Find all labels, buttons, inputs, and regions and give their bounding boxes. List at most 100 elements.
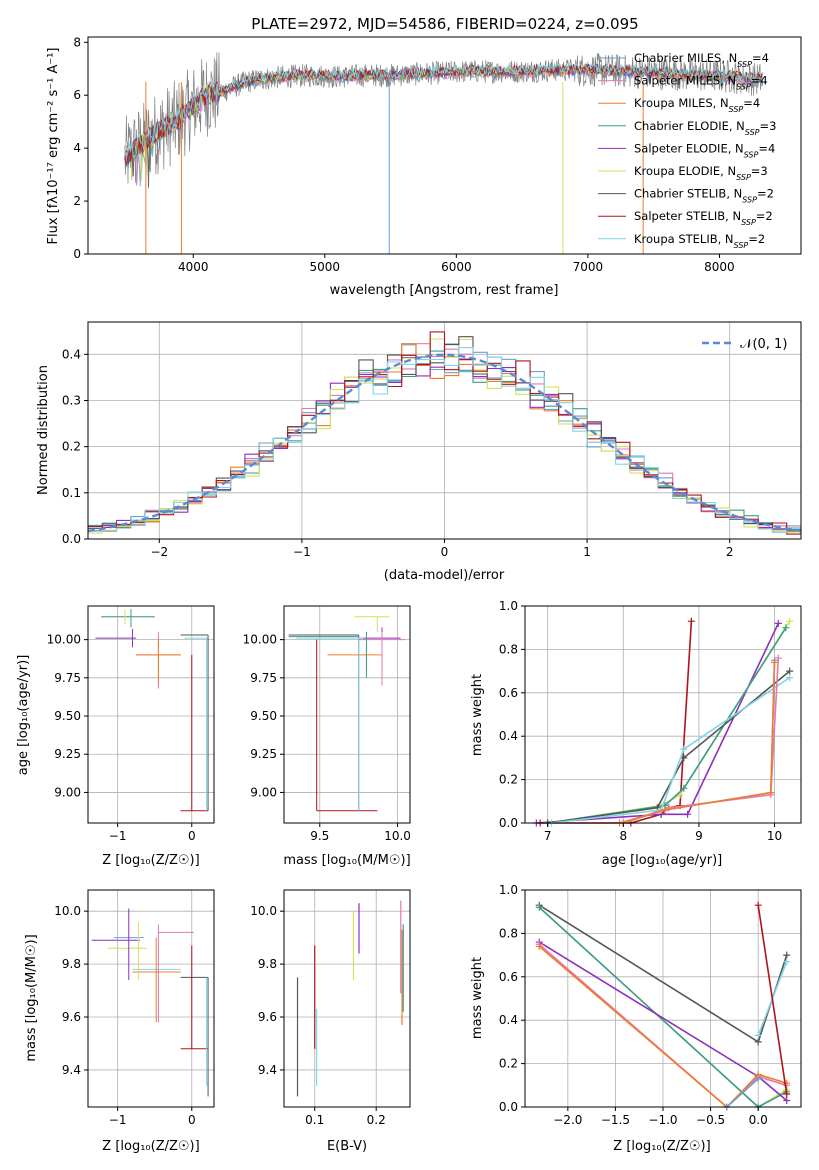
p5-ylabel: mass weight (470, 674, 485, 756)
ytick-label: 9.6 (258, 1010, 277, 1024)
model-spectrum-line (124, 62, 763, 158)
ytick-label: 9.8 (258, 957, 277, 971)
p7-xlabel: E(B-V) (327, 1139, 367, 1154)
histogram-xtick-label: 0 (441, 545, 449, 559)
spectrum-xtick-label: 4000 (178, 260, 209, 274)
xtick-label: 0 (188, 1113, 196, 1127)
histogram-step-line (88, 331, 801, 535)
spectrum-ytick-label: 8 (73, 35, 81, 49)
model-spectrum-line (124, 63, 763, 188)
p8-ylabel: mass weight (470, 957, 485, 1039)
p4-xlabel: mass [log₁₀(M/M☉)] (283, 853, 410, 868)
spectrum-xtick-label: 8000 (704, 260, 735, 274)
histogram-xtick-label: 1 (583, 545, 591, 559)
xtick-label: 8 (619, 829, 627, 843)
spectrum-panel: PLATE=2972, MJD=54586, FIBERID=0224, z=0… (46, 15, 802, 298)
xtick-label: −1 (109, 1113, 127, 1127)
ytick-label: 0.8 (499, 642, 518, 656)
p6-xlabel: Z [log₁₀(Z/Z☉)] (102, 1139, 199, 1154)
histogram-xtick-label: 2 (726, 545, 734, 559)
ytick-label: 9.75 (54, 671, 81, 685)
mass-weight-vs-age-panel: 7 8 9 10 0.0 0.2 0.4 0.6 0.8 1.0 (499, 599, 802, 843)
mass-weight-vs-metallicity-panel: −2.0 −1.5 −1.0 −0.5 0.0 0.0 0.2 0.4 0.6 0.8 1.0 (499, 883, 802, 1127)
mass-weight-age-point (782, 624, 790, 632)
ytick-label: 9.00 (54, 785, 81, 799)
mass-weight-age-line (540, 621, 693, 824)
ytick-label: 9.8 (62, 957, 81, 971)
mass-weight-z-point (783, 1096, 791, 1104)
mass-weight-age-point (680, 745, 688, 753)
age-vs-metallicity-panel: −1 0 9.00 9.25 9.50 9.75 10.00 (47, 605, 215, 843)
mass-weight-age-point (684, 810, 692, 818)
ytick-label: 9.00 (250, 785, 277, 799)
ytick-label: 1.0 (499, 883, 518, 897)
spectrum-ylabel: Flux [fλ10⁻¹⁷ erg cm⁻² s⁻¹ A⁻¹] (46, 48, 61, 245)
histogram-legend: 𝒩(0, 1) (702, 337, 787, 352)
legend-label: Salpeter ELODIE, NSSP=4 (634, 141, 775, 159)
mass-weight-age-line (623, 658, 780, 824)
axes-frame (524, 605, 802, 824)
mass-weight-age-point (774, 619, 782, 627)
mass-weight-age-line (536, 623, 780, 824)
spectrum-ytick-label: 2 (73, 194, 81, 208)
ytick-label: 9.75 (250, 671, 277, 685)
ytick-label: 9.25 (250, 747, 277, 761)
xtick-label: 9 (695, 829, 703, 843)
xtick-label: 9.5 (310, 829, 329, 843)
spectrum-ytick-label: 4 (73, 141, 81, 155)
xtick-label: −2.0 (553, 1113, 582, 1127)
legend-label: Chabrier STELIB, NSSP=2 (634, 187, 774, 205)
xtick-label: 7 (544, 829, 552, 843)
xtick-label: −0.5 (696, 1113, 725, 1127)
legend-label: Kroupa ELODIE, NSSP=3 (634, 164, 768, 182)
grid (284, 890, 410, 1107)
mass-weight-age-point (774, 654, 782, 662)
model-spectrum-line (124, 62, 763, 166)
mass-weight-age-point (786, 674, 794, 682)
ytick-label: 1.0 (499, 599, 518, 613)
ytick-label: 0.4 (499, 1013, 518, 1027)
legend-label: Salpeter STELIB, NSSP=2 (634, 209, 773, 227)
xtick-label: 0.1 (305, 1113, 324, 1127)
legend-label: Salpeter MILES, NSSP=4 (634, 74, 768, 92)
spectrum-ytick-label: 0 (73, 247, 81, 261)
plot-area (532, 617, 794, 827)
histogram-step-line (88, 343, 801, 532)
mass-weight-z-point (783, 1090, 791, 1098)
p6-ylabel: mass [log₁₀(M/M☉)] (24, 934, 39, 1061)
axes-frame (283, 605, 411, 824)
histogram-ylabel: Normed distribution (36, 365, 51, 495)
mass-weight-z-point (535, 903, 543, 911)
mass-weight-age-line (547, 670, 791, 824)
ytick-label: 0.6 (499, 970, 518, 984)
mass-weight-age-point (680, 754, 688, 762)
plot-area (91, 908, 209, 1097)
ytick-label: 9.50 (54, 709, 81, 723)
ytick-label: 10.0 (54, 904, 81, 918)
histogram-ytick-label: 0.1 (62, 486, 81, 500)
spectrum-axes-frame (87, 36, 802, 255)
mass-weight-z-point (783, 951, 791, 959)
mass-vs-ebv-panel: 0.1 0.2 9.4 9.6 9.8 10.0 (250, 889, 411, 1127)
xtick-label: −1.0 (648, 1113, 677, 1127)
ytick-label: 0.6 (499, 686, 518, 700)
mass-vs-metallicity-panel: −1 0 9.4 9.6 9.8 10.0 (54, 889, 215, 1127)
residual-histogram-panel: −2 −1 0 1 2 0.0 0.1 0.2 0.3 0.4 (data-model)/erro… (36, 321, 802, 583)
mass-weight-age-line (547, 620, 791, 824)
spectrum-legend: Chabrier MILES, NSSP=4 Salpeter MILES, NS… (598, 51, 776, 249)
histogram-ytick-label: 0.3 (62, 393, 81, 407)
grid (88, 890, 214, 1107)
mass-weight-age-point (661, 806, 669, 814)
histogram-xlabel: (data-model)/error (384, 568, 505, 583)
xtick-label: 0 (188, 829, 196, 843)
mass-weight-z-line (757, 905, 788, 1095)
mass-weight-z-point (754, 1075, 762, 1083)
spectrum-xlabel: wavelength [Angstrom, rest frame] (330, 283, 559, 298)
spectrum-xtick-label: 7000 (573, 260, 604, 274)
ytick-label: 10.0 (250, 904, 277, 918)
mass-weight-z-line (726, 1078, 759, 1108)
plot-area (95, 609, 209, 812)
ytick-label: 0.2 (499, 773, 518, 787)
histogram-ytick-label: 0.2 (62, 440, 81, 454)
